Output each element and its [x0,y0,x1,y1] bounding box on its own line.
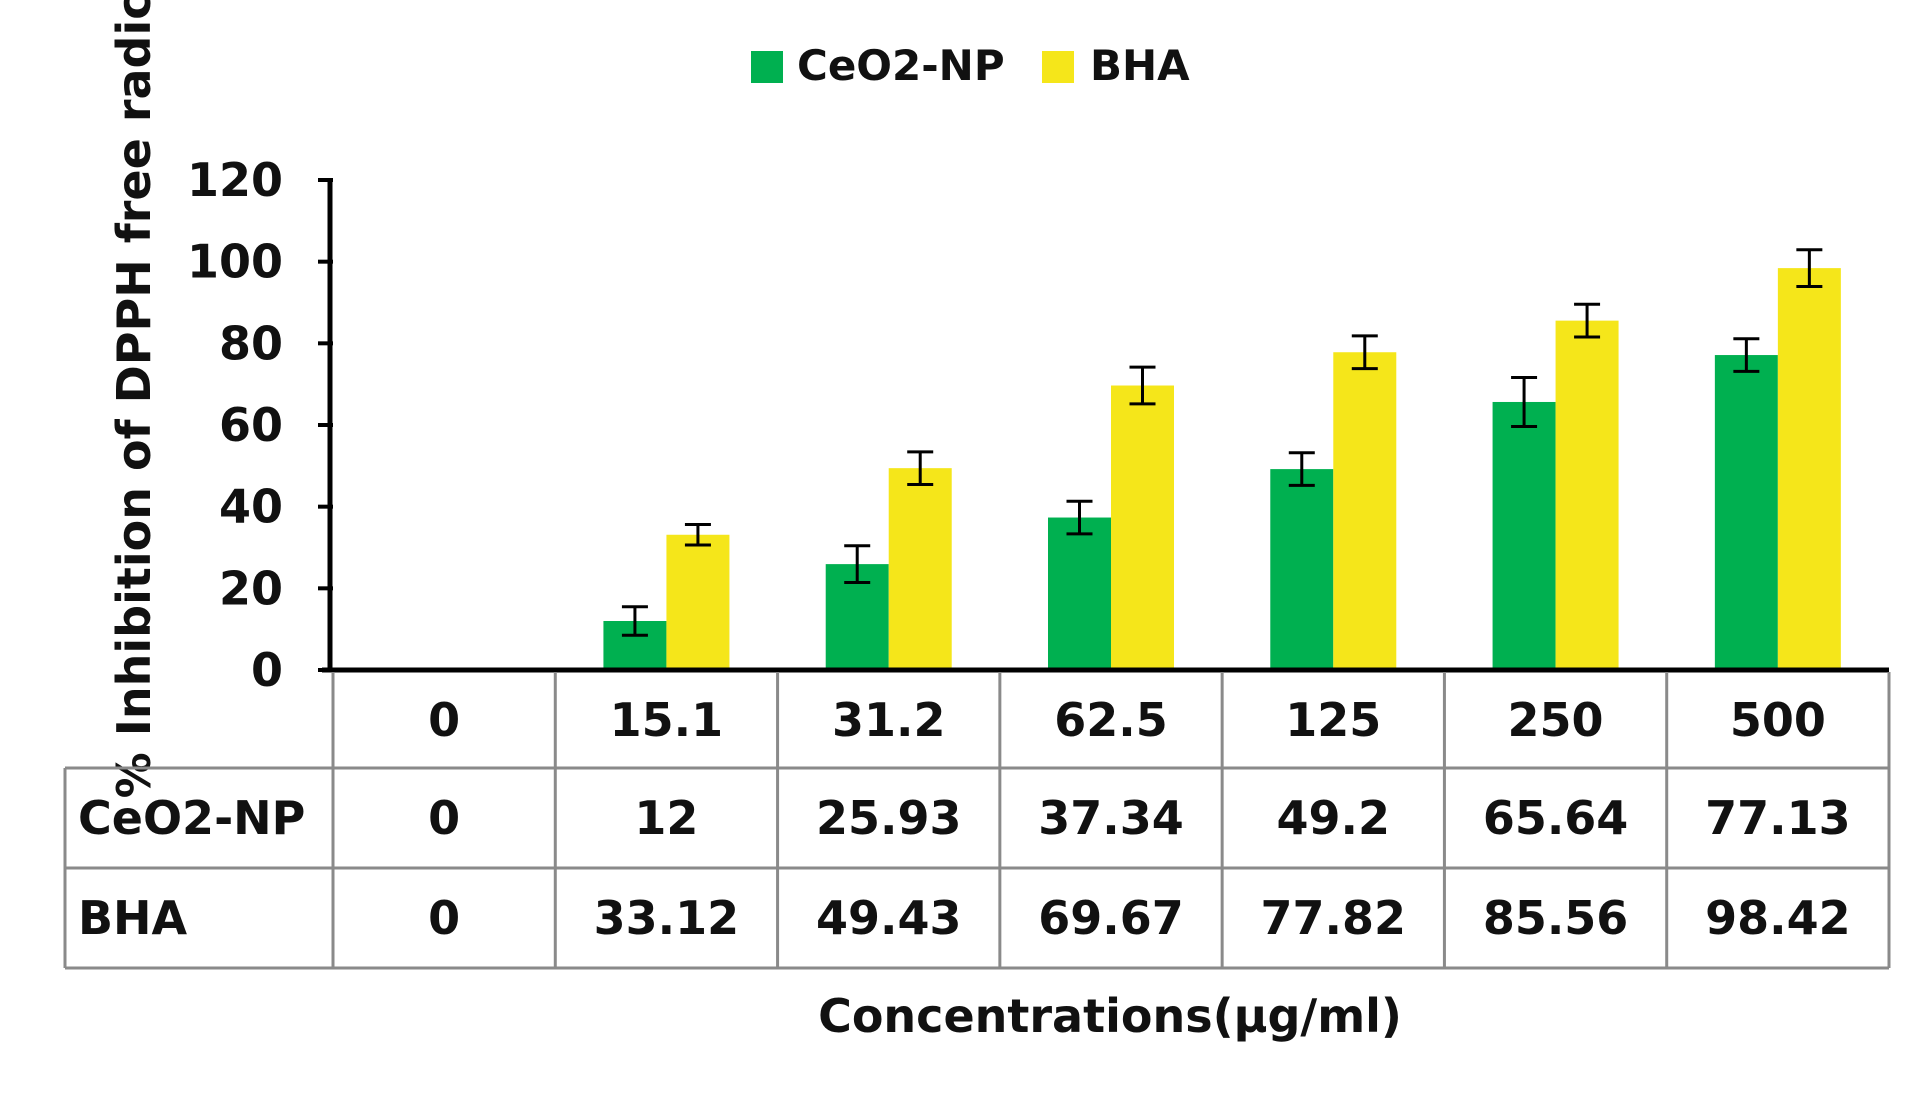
data-label: 37.34 [1038,791,1184,845]
data-label: 77.82 [1261,891,1407,945]
y-tick-label: 100 [187,235,283,289]
x-tick-label: 0 [428,693,460,747]
bar-ceo2-np-125 [1270,469,1334,670]
data-label: 49.43 [816,891,962,945]
legend-swatch-ceo2-np [751,51,783,83]
data-label: 33.12 [594,891,740,945]
legend-label-bha: BHA [1090,41,1190,90]
y-tick-label: 20 [219,561,283,615]
bar-ceo2-np-500 [1714,355,1778,670]
data-label: 69.67 [1038,891,1184,945]
data-label: 0 [428,791,460,845]
data-label: 0 [428,891,460,945]
y-tick-label: 60 [219,398,283,452]
bar-bha-500 [1777,268,1841,670]
legend: CeO2-NP BHA [751,41,1190,90]
bar-bha-31.2 [888,468,952,670]
data-label: 25.93 [816,791,962,845]
bar-bha-62.5 [1111,385,1174,670]
y-tick-label: 0 [251,643,283,697]
x-tick-label: 15.1 [610,693,724,747]
data-label: 77.13 [1705,791,1851,845]
x-tick-label: 62.5 [1054,693,1168,747]
table-row-label: BHA [78,891,188,945]
x-tick-label: 250 [1508,693,1604,747]
y-axis-title: % Inhibition of DPPH free radical [107,0,161,798]
x-tick-label: 125 [1285,693,1381,747]
data-label: 65.64 [1483,791,1629,845]
y-tick-label: 80 [219,316,283,370]
y-tick-label: 120 [187,153,283,207]
data-table: 0 15.1 31.2 62.5 125 250 500 CeO2-NP 0 12 25.93 37.… [78,693,1851,945]
bar-ceo2-np-62.5 [1048,517,1111,670]
y-axis-ticks: 0 20 40 60 80 100 120 [187,153,333,697]
data-label: 85.56 [1483,891,1629,945]
x-axis-title: Concentrations(μg/ml) [818,989,1402,1043]
table-row-label: CeO2-NP [78,791,305,845]
data-table-grid [63,672,1891,970]
bar-bha-15.1 [666,534,730,670]
data-label: 12 [634,791,698,845]
data-label: 98.42 [1705,891,1851,945]
bar-bha-250 [1555,320,1619,670]
y-tick-label: 40 [219,480,283,534]
bars [603,268,1841,670]
legend-swatch-bha [1042,51,1074,83]
x-tick-label: 31.2 [832,693,946,747]
legend-label-ceo2-np: CeO2-NP [797,41,1005,90]
error-bars [621,248,1823,637]
data-label: 49.2 [1277,791,1391,845]
x-tick-label: 500 [1730,693,1826,747]
bar-bha-125 [1333,352,1397,670]
bar-ceo2-np-250 [1492,401,1556,670]
